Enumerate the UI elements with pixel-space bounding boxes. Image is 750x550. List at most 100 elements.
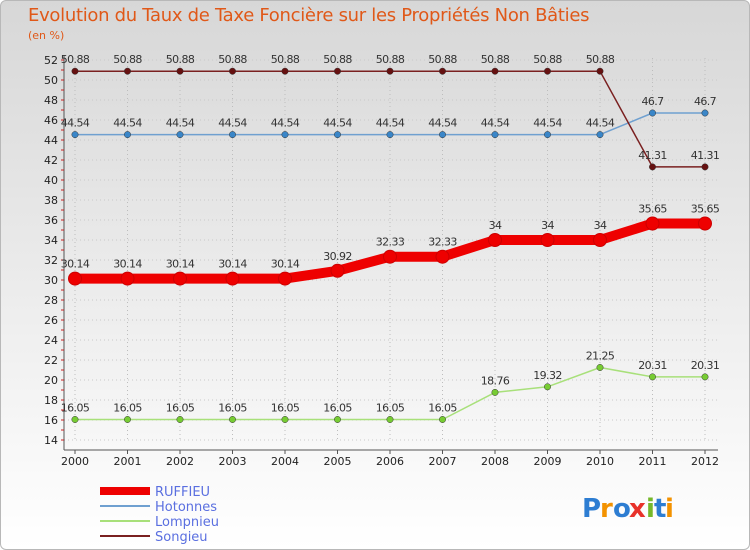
data-label-songieu: 41.31 <box>691 149 720 162</box>
y-tick-label: 30 <box>44 274 58 287</box>
y-axis-unit: (en %) <box>28 29 65 42</box>
data-label-ruffieu: 32.33 <box>428 236 457 249</box>
x-tick-label: 2011 <box>639 455 667 468</box>
logo-letter: r <box>600 494 613 524</box>
point-hotonnes <box>544 131 551 139</box>
point-songieu <box>649 163 656 171</box>
data-label-lompnieu: 16.05 <box>376 402 405 415</box>
data-label-hotonnes: 44.54 <box>218 117 247 130</box>
data-label-ruffieu: 30.14 <box>166 258 195 271</box>
data-label-hotonnes: 44.54 <box>586 117 615 130</box>
x-tick-label: 2003 <box>219 455 247 468</box>
point-hotonnes <box>439 131 446 139</box>
x-tick-label: 2010 <box>586 455 614 468</box>
data-label-hotonnes: 44.54 <box>533 117 562 130</box>
point-songieu <box>71 67 79 75</box>
data-label-songieu: 50.88 <box>218 53 247 66</box>
data-label-ruffieu: 34 <box>541 219 554 232</box>
data-label-songieu: 50.88 <box>271 53 300 66</box>
point-hotonnes <box>491 131 499 139</box>
series-group <box>68 67 712 423</box>
point-ruffieu <box>488 233 502 247</box>
logo-letter: t <box>654 494 666 524</box>
point-ruffieu <box>540 233 555 247</box>
data-label-ruffieu: 30.14 <box>61 258 90 271</box>
data-label-ruffieu: 34 <box>489 219 502 232</box>
logo-letter: P <box>582 494 601 524</box>
y-tick-label: 42 <box>44 154 58 167</box>
data-label-hotonnes: 46.7 <box>694 95 717 108</box>
data-label-songieu: 50.88 <box>113 53 142 66</box>
data-label-ruffieu: 32.33 <box>376 236 405 249</box>
data-label-ruffieu: 35.65 <box>638 203 667 216</box>
data-label-lompnieu: 16.05 <box>218 402 247 415</box>
point-songieu <box>596 67 604 75</box>
point-songieu <box>701 163 709 171</box>
point-hotonnes <box>649 109 656 117</box>
data-label-ruffieu: 30.92 <box>323 250 352 263</box>
point-songieu <box>544 67 551 75</box>
x-tick-label: 2006 <box>376 455 404 468</box>
y-tick-label: 38 <box>44 194 58 207</box>
point-ruffieu <box>593 233 607 247</box>
y-tick-label: 50 <box>44 74 58 87</box>
y-tick-label: 26 <box>44 314 58 327</box>
y-tick-label: 48 <box>44 94 58 107</box>
y-tick-label: 18 <box>44 394 58 407</box>
point-hotonnes <box>176 131 184 139</box>
data-label-songieu: 50.88 <box>323 53 352 66</box>
y-tick-label: 36 <box>44 214 58 227</box>
legend-label-ruffieu: RUFFIEU <box>155 485 210 500</box>
point-ruffieu <box>330 263 345 278</box>
point-lompnieu <box>281 416 289 423</box>
y-tick-label: 24 <box>44 334 58 347</box>
point-hotonnes <box>71 131 79 139</box>
point-lompnieu <box>596 364 604 371</box>
data-label-ruffieu: 30.14 <box>218 258 247 271</box>
data-label-hotonnes: 44.54 <box>166 117 195 130</box>
point-ruffieu <box>173 271 187 286</box>
data-label-songieu: 50.88 <box>481 53 510 66</box>
logo-letter: x <box>629 494 646 524</box>
x-tick-label: 2002 <box>166 455 194 468</box>
y-tick-label: 22 <box>44 354 58 367</box>
legend-label-songieu: Songieu <box>155 530 208 545</box>
data-label-hotonnes: 44.54 <box>113 117 142 130</box>
legend-label-hotonnes: Hotonnes <box>155 500 217 515</box>
point-hotonnes <box>281 131 289 139</box>
data-label-lompnieu: 18.76 <box>481 374 510 387</box>
y-tick-label: 34 <box>44 234 58 247</box>
data-label-lompnieu: 19.32 <box>533 369 562 382</box>
y-tick-label: 32 <box>44 254 58 267</box>
data-label-songieu: 41.31 <box>638 149 667 162</box>
data-label-lompnieu: 20.31 <box>691 359 720 372</box>
data-label-hotonnes: 44.54 <box>376 117 405 130</box>
point-songieu <box>334 67 341 75</box>
point-ruffieu <box>68 271 82 286</box>
data-label-songieu: 50.88 <box>586 53 615 66</box>
point-lompnieu <box>544 383 551 391</box>
point-ruffieu <box>225 271 240 286</box>
proxiti-logo: Pr ox i ti <box>582 494 674 524</box>
point-lompnieu <box>649 373 656 381</box>
x-tick-label: 2012 <box>691 455 719 468</box>
grid <box>64 58 718 441</box>
legend-label-lompnieu: Lompnieu <box>155 515 219 530</box>
point-songieu <box>439 67 446 75</box>
data-label-songieu: 50.88 <box>61 53 90 66</box>
x-tick-label: 2007 <box>429 455 457 468</box>
point-lompnieu <box>491 388 499 396</box>
point-ruffieu <box>698 216 712 231</box>
y-tick-label: 16 <box>44 414 58 427</box>
x-tick-label: 2001 <box>114 455 142 468</box>
point-lompnieu <box>439 416 446 423</box>
data-label-lompnieu: 16.05 <box>428 402 457 415</box>
data-label-songieu: 50.88 <box>533 53 562 66</box>
point-songieu <box>124 67 131 75</box>
point-lompnieu <box>176 416 184 423</box>
point-hotonnes <box>596 131 604 139</box>
point-songieu <box>229 67 236 75</box>
point-songieu <box>386 67 394 75</box>
